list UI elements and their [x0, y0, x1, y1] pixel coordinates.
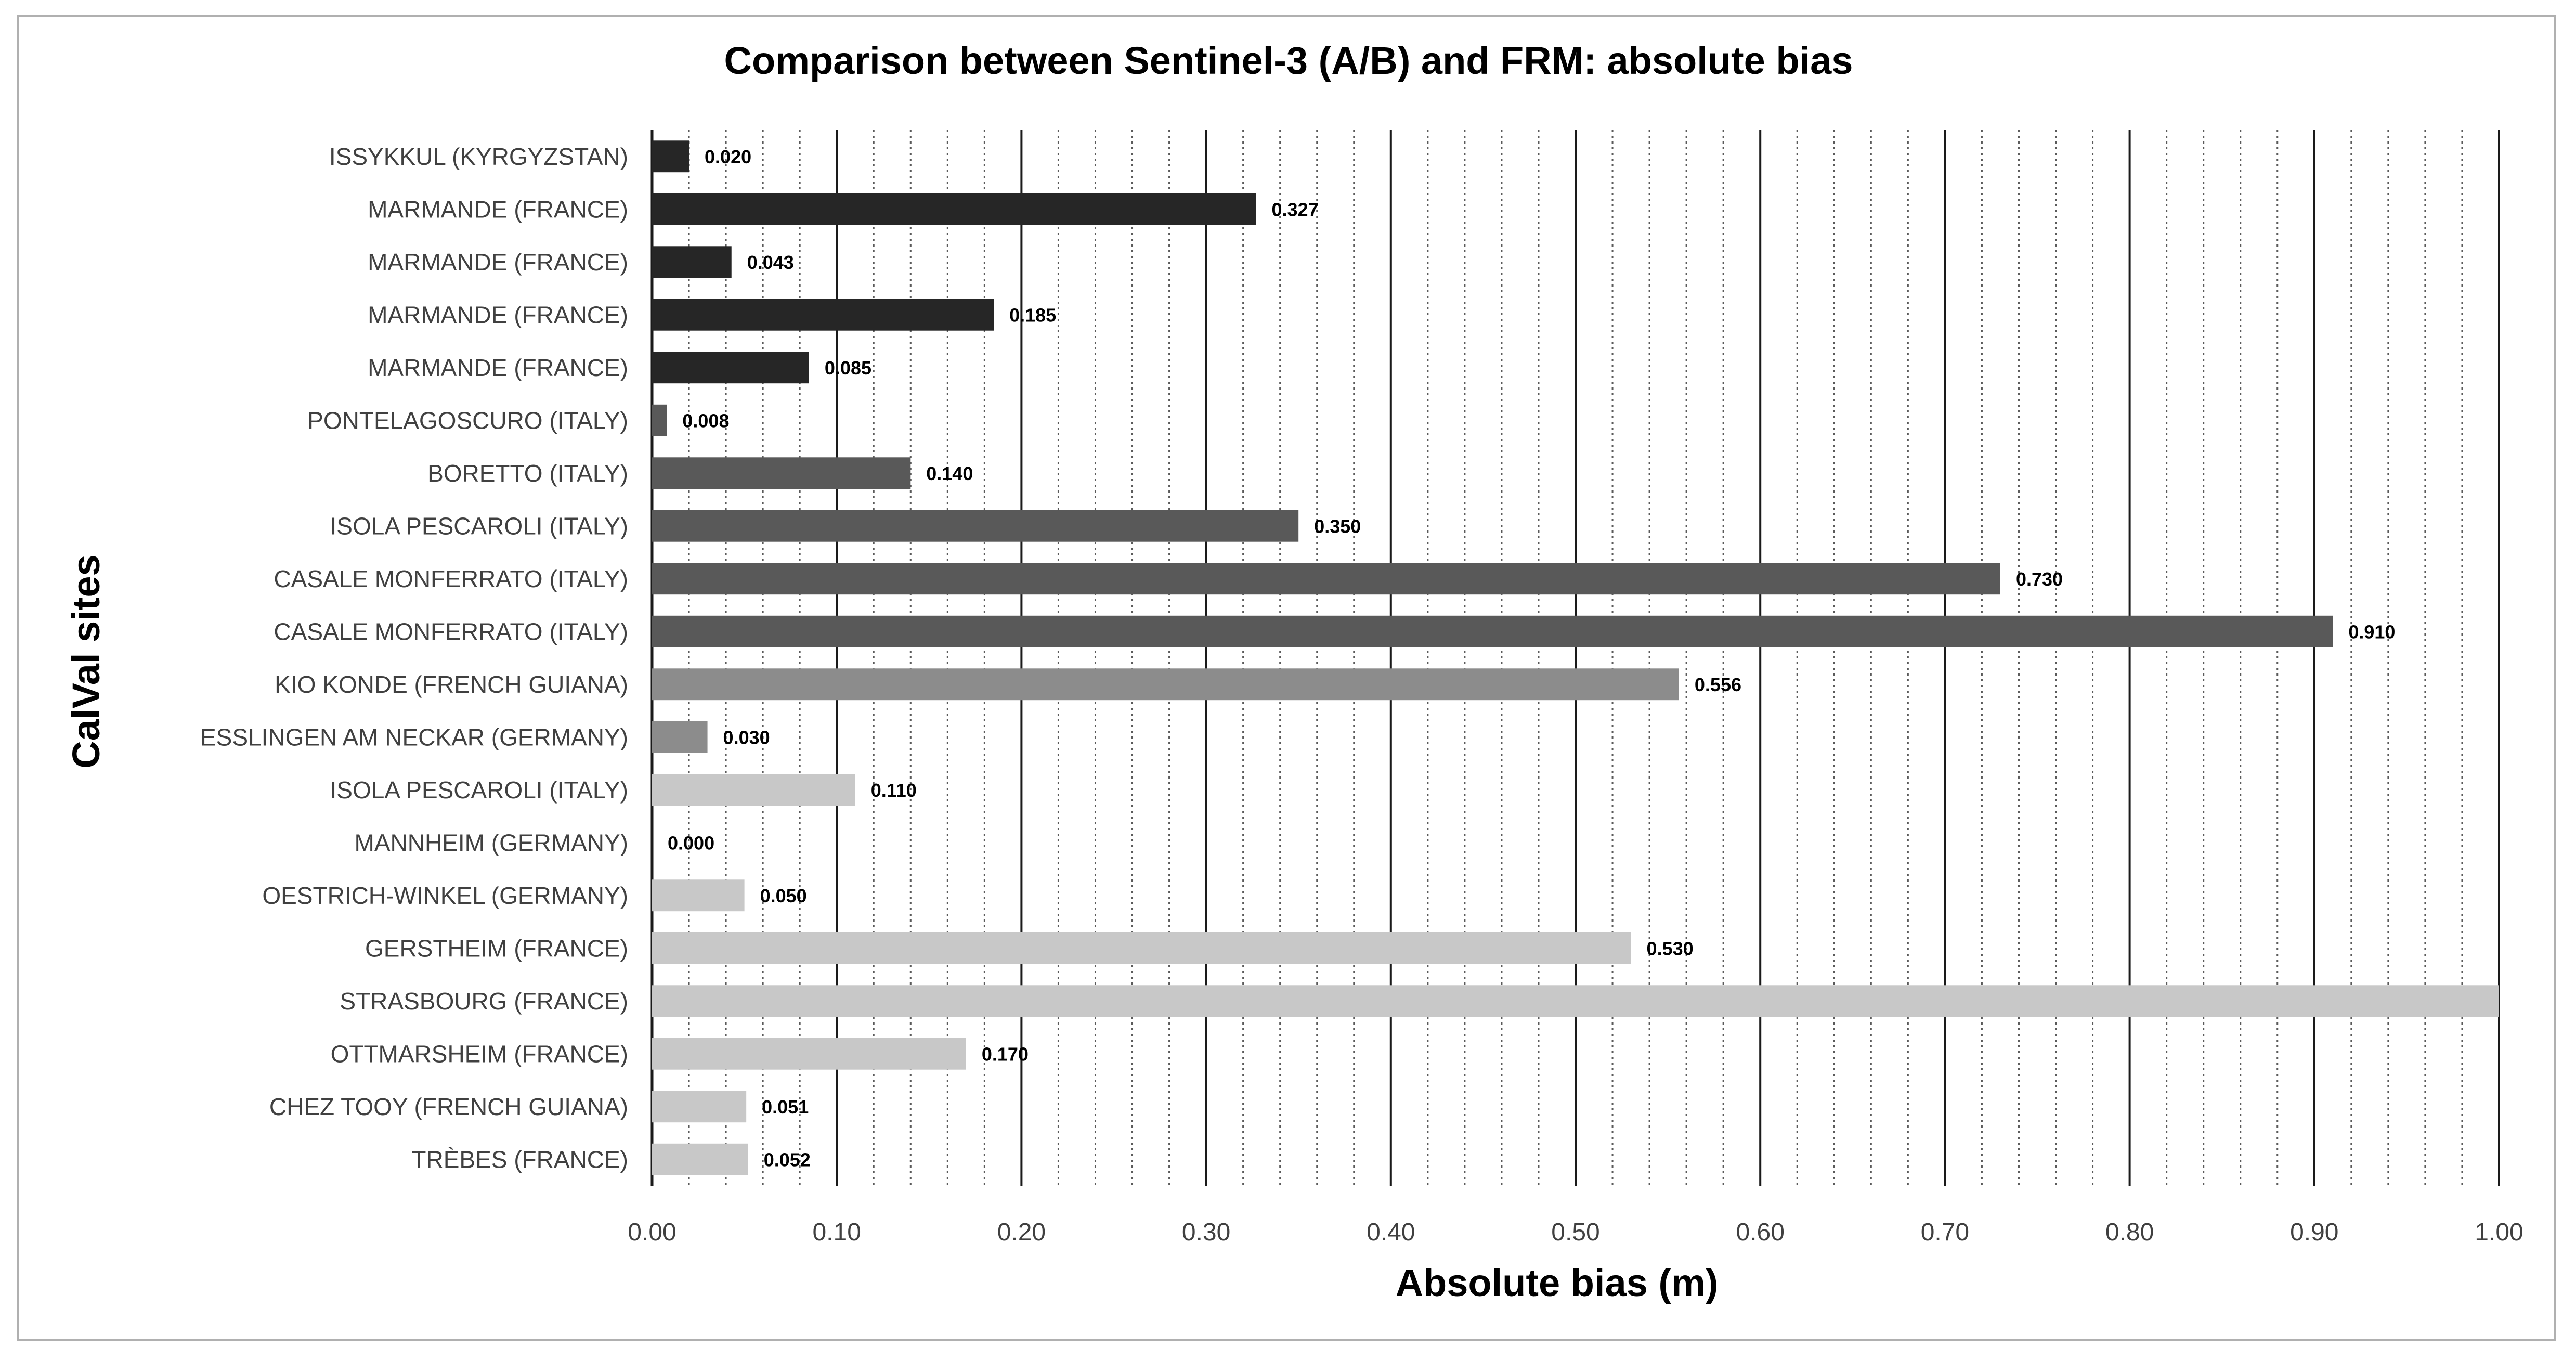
- x-tick-label: 0.10: [812, 1219, 861, 1246]
- data-label: 0.556: [1695, 674, 1741, 695]
- data-label: 0.730: [2016, 568, 2063, 590]
- chart: Comparison between Sentinel-3 (A/B) and …: [64, 39, 2523, 1304]
- x-tick-label: 0.90: [2290, 1219, 2338, 1246]
- x-tick-label: 1.00: [2475, 1219, 2523, 1246]
- category-label: ESSLINGEN AM NECKAR (GERMANY): [200, 723, 628, 750]
- category-label: CHEZ TOOY (FRENCH GUIANA): [269, 1093, 628, 1120]
- bar: [652, 1143, 748, 1175]
- data-label: 0.008: [682, 410, 729, 431]
- x-tick-label: 0.60: [1736, 1219, 1784, 1246]
- data-label: 0.110: [871, 780, 917, 801]
- x-tick-label: 0.80: [2105, 1219, 2154, 1246]
- data-label: 0.350: [1314, 515, 1361, 537]
- data-label: 0.050: [760, 885, 807, 906]
- x-tick-label: 0.00: [628, 1219, 676, 1246]
- x-axis-title: Absolute bias (m): [1396, 1261, 1719, 1304]
- bar: [652, 1091, 747, 1123]
- x-tick-label: 0.70: [1921, 1219, 1969, 1246]
- bars-layer: [652, 140, 2499, 1175]
- data-label: 0.327: [1272, 199, 1319, 220]
- bar: [652, 299, 994, 331]
- data-label: 0.030: [723, 727, 770, 748]
- labels-layer: ISSYKKUL (KYRGYZSTAN) 0.020 MARMANDE (FRAN…: [200, 143, 2523, 1246]
- data-label: 0.140: [926, 463, 973, 484]
- bar: [652, 510, 1299, 542]
- bar: [652, 140, 689, 173]
- category-label: CASALE MONFERRATO (ITALY): [274, 618, 628, 645]
- category-label: STRASBOURG (FRANCE): [340, 988, 628, 1015]
- category-label: GERSTHEIM (FRANCE): [365, 935, 628, 962]
- bar: [652, 879, 745, 912]
- category-label: CASALE MONFERRATO (ITALY): [274, 565, 628, 592]
- category-label: TRÈBES (FRANCE): [411, 1146, 628, 1173]
- bar: [652, 404, 667, 436]
- data-label: 0.530: [1647, 938, 1694, 959]
- x-tick-label: 0.20: [997, 1219, 1046, 1246]
- category-label: PONTELAGOSCURO (ITALY): [307, 407, 628, 434]
- grid-layer: [650, 130, 2500, 1186]
- x-tick-label: 0.40: [1367, 1219, 1415, 1246]
- bar: [652, 246, 732, 278]
- data-label: 0.085: [825, 357, 871, 379]
- chart-title: Comparison between Sentinel-3 (A/B) and …: [724, 39, 1853, 82]
- data-label: 0.043: [747, 252, 794, 273]
- bar: [652, 1038, 966, 1070]
- y-axis-title: CalVal sites: [64, 554, 108, 768]
- category-label: MARMANDE (FRANCE): [368, 301, 628, 328]
- category-label: ISOLA PESCAROLI (ITALY): [330, 512, 628, 539]
- x-tick-label: 0.30: [1182, 1219, 1230, 1246]
- category-label: MARMANDE (FRANCE): [368, 196, 628, 223]
- chart-frame: Comparison between Sentinel-3 (A/B) and …: [17, 15, 2556, 1341]
- x-tick-label: 0.50: [1551, 1219, 1599, 1246]
- category-label: OTTMARSHEIM (FRANCE): [331, 1040, 628, 1067]
- category-label: KIO KONDE (FRENCH GUIANA): [275, 671, 628, 698]
- category-label: MARMANDE (FRANCE): [368, 249, 628, 276]
- bar: [652, 457, 911, 489]
- bar: [652, 352, 809, 384]
- data-label: 0.051: [762, 1096, 809, 1118]
- bar: [652, 985, 2499, 1017]
- data-label: 0.052: [764, 1149, 811, 1170]
- bar: [652, 932, 1631, 964]
- category-label: MANNHEIM (GERMANY): [355, 829, 628, 856]
- bar: [652, 563, 2000, 595]
- category-label: ISOLA PESCAROLI (ITALY): [330, 776, 628, 804]
- data-label: 0.000: [668, 832, 714, 853]
- bar: [652, 668, 1679, 701]
- category-label: ISSYKKUL (KYRGYZSTAN): [329, 143, 628, 170]
- data-label: 0.910: [2348, 621, 2395, 642]
- category-label: BORETTO (ITALY): [427, 460, 628, 487]
- bar: [652, 721, 708, 753]
- bar: [652, 615, 2333, 647]
- data-label: 0.020: [705, 146, 751, 167]
- category-label: MARMANDE (FRANCE): [368, 354, 628, 381]
- data-label: 0.185: [1009, 304, 1056, 326]
- bar: [652, 774, 855, 806]
- data-label: 0.170: [982, 1043, 1029, 1065]
- bar: [652, 193, 1256, 225]
- category-label: OESTRICH-WINKEL (GERMANY): [262, 882, 628, 909]
